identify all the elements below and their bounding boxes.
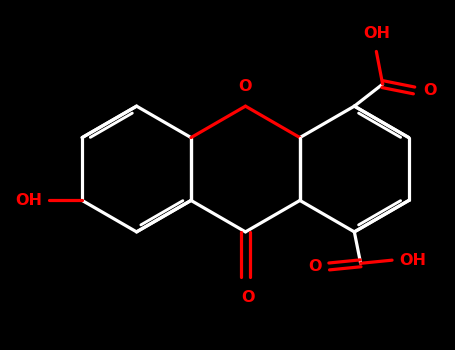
Text: O: O — [239, 79, 252, 94]
Text: OH: OH — [15, 193, 42, 208]
Text: OH: OH — [363, 26, 390, 41]
Text: O: O — [308, 259, 322, 274]
Text: OH: OH — [399, 253, 426, 268]
Text: O: O — [242, 290, 255, 305]
Text: O: O — [423, 83, 436, 98]
